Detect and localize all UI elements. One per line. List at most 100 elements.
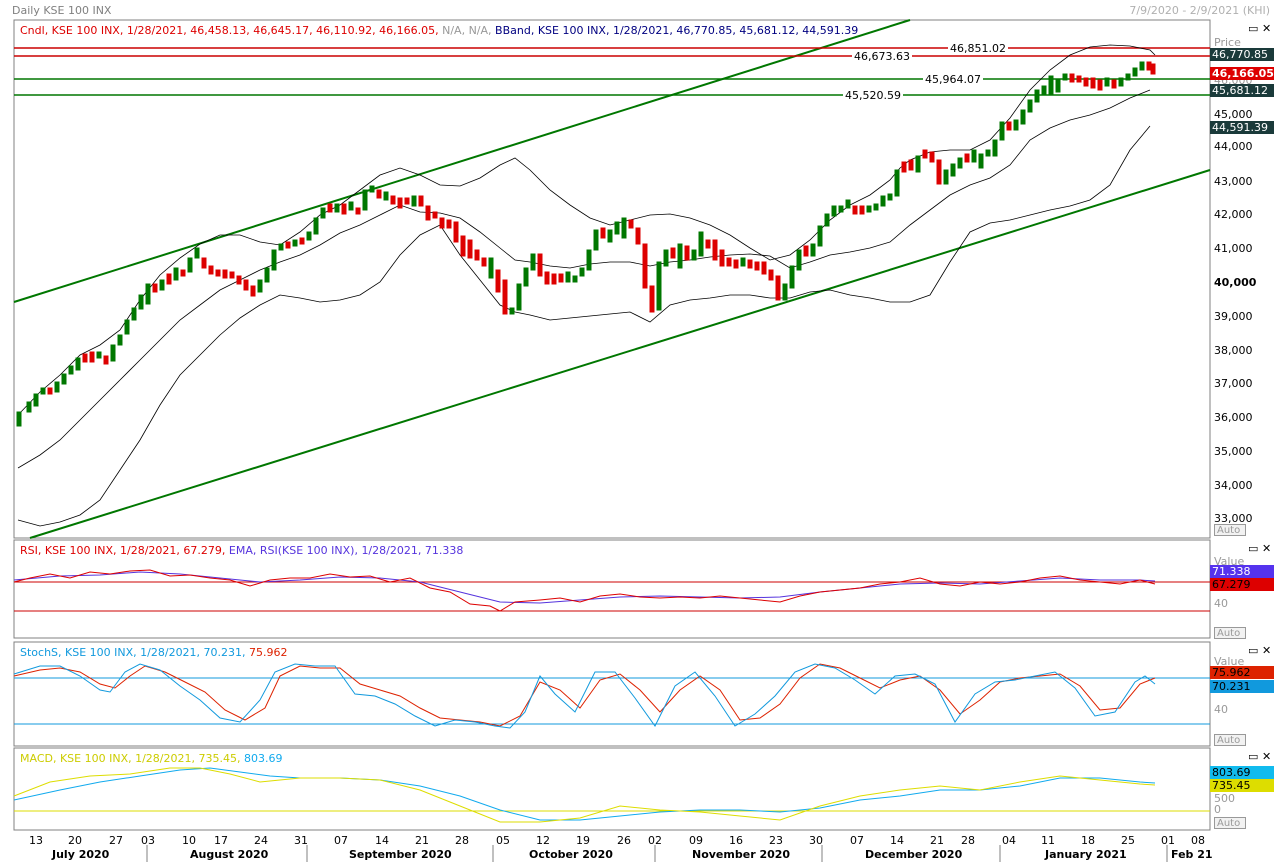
macd-legend-value: MACD, KSE 100 INX, 1/28/2021, 735.45, [20, 752, 241, 765]
price-axis-label: 37,000 [1214, 377, 1253, 390]
macd-tag: 735.45 [1210, 779, 1274, 792]
price-axis-label: 45,000 [1214, 108, 1253, 121]
month-label: November 2020 [692, 848, 791, 861]
close-price-tag: 46,166.05 [1210, 67, 1274, 80]
x-tick: 08 [1191, 834, 1205, 847]
x-tick: 24 [254, 834, 268, 847]
x-tick: 27 [109, 834, 123, 847]
month-label: July 2020 [52, 848, 110, 861]
macd-restore-icon[interactable]: ▭ [1248, 750, 1259, 763]
x-tick: 12 [536, 834, 550, 847]
x-tick: 17 [214, 834, 228, 847]
rsi-restore-icon[interactable]: ▭ [1248, 542, 1259, 555]
bband-upper-tag: 46,770.85 [1210, 48, 1274, 61]
rsi-legend: RSI, KSE 100 INX, 1/28/2021, 67.279, EMA… [20, 544, 463, 557]
rsi-legend-value: RSI, KSE 100 INX, 1/28/2021, 67.279, [20, 544, 226, 557]
stoch-axis-label: 40 [1214, 703, 1228, 716]
price-axis-label: 39,000 [1214, 310, 1253, 323]
window-title: Daily KSE 100 INX [12, 4, 112, 17]
stoch-k-legend: StochS, KSE 100 INX, 1/28/2021, 70.231, [20, 646, 246, 659]
price-axis-label: 34,000 [1214, 479, 1253, 492]
bband-legend: BBand, KSE 100 INX, 1/28/2021, 46,770.85… [495, 24, 859, 37]
stoch-auto-scale-button[interactable]: Auto [1214, 734, 1246, 746]
macd-close-icon[interactable]: ✕ [1262, 750, 1272, 763]
month-label: October 2020 [529, 848, 613, 861]
rsi-tag: 67.279 [1210, 578, 1274, 591]
month-label: Feb 21 [1171, 848, 1213, 861]
stoch-axis-title: Value [1214, 655, 1245, 668]
month-label: January 2021 [1045, 848, 1127, 861]
macd-signal-tag: 803.69 [1210, 766, 1274, 779]
bband-lower-tag: 44,591.39 [1210, 121, 1274, 134]
stoch-restore-icon[interactable]: ▭ [1248, 644, 1259, 657]
rsi-ema-tag: 71.338 [1210, 565, 1274, 578]
x-tick: 20 [68, 834, 82, 847]
bband-middle [17, 89, 1151, 469]
x-tick: 31 [294, 834, 308, 847]
month-label: August 2020 [190, 848, 269, 861]
price-axis-label: 42,000 [1214, 208, 1253, 221]
x-tick: 16 [729, 834, 743, 847]
price-axis-label: 40,000 [1214, 276, 1257, 289]
x-tick: 28 [455, 834, 469, 847]
candle-legend: Cndl, KSE 100 INX, 1/28/2021, 46,458.13,… [20, 24, 439, 37]
rsi-ema-legend: EMA, RSI(KSE 100 INX), 1/28/2021, 71.338 [228, 544, 464, 557]
x-tick: 19 [576, 834, 590, 847]
bband-lower [17, 125, 1151, 527]
rsi-auto-scale-button[interactable]: Auto [1214, 627, 1246, 639]
x-tick: 09 [689, 834, 703, 847]
price-axis-label: 41,000 [1214, 242, 1253, 255]
x-tick: 28 [961, 834, 975, 847]
level-label-2: 46,673.63 [852, 50, 912, 63]
level-label-1: 46,851.02 [948, 42, 1008, 55]
bband-middle-tag: 45,681.12 [1210, 84, 1274, 97]
level-label-3: 45,964.07 [923, 73, 983, 86]
x-tick: 05 [496, 834, 510, 847]
price-auto-scale-button[interactable]: Auto [1214, 524, 1246, 536]
macd-auto-scale-button[interactable]: Auto [1214, 817, 1246, 829]
x-tick: 02 [648, 834, 662, 847]
price-legend: Cndl, KSE 100 INX, 1/28/2021, 46,458.13,… [20, 24, 858, 37]
x-tick: 25 [1121, 834, 1135, 847]
date-range: 7/9/2020 - 2/9/2021 (KHI) [1129, 4, 1270, 17]
x-tick: 23 [769, 834, 783, 847]
close-icon[interactable]: ✕ [1262, 22, 1272, 35]
channel-lower-line [29, 169, 1211, 539]
stoch-d-legend: 75.962 [249, 646, 288, 659]
x-tick: 30 [809, 834, 823, 847]
candles [16, 61, 1156, 427]
macd-signal-legend: 803.69 [243, 752, 283, 765]
restore-icon[interactable]: ▭ [1248, 22, 1259, 35]
price-axis-label: 38,000 [1214, 344, 1253, 357]
macd-axis-label: 500 [1214, 792, 1235, 805]
bband-upper [17, 44, 1156, 416]
x-tick: 04 [1002, 834, 1016, 847]
rsi-axis-title: Value [1214, 555, 1245, 568]
month-label: December 2020 [865, 848, 963, 861]
candle-na: N/A, N/A, [442, 24, 492, 37]
macd-axis-label: 0 [1214, 803, 1221, 816]
stoch-legend: StochS, KSE 100 INX, 1/28/2021, 70.231, … [20, 646, 288, 659]
x-tick: 11 [1041, 834, 1055, 847]
x-tick: 10 [182, 834, 196, 847]
rsi-axis-label: 40 [1214, 597, 1228, 610]
x-tick: 21 [930, 834, 944, 847]
level-label-4: 45,520.59 [843, 89, 903, 102]
x-tick: 14 [375, 834, 389, 847]
macd-legend: MACD, KSE 100 INX, 1/28/2021, 735.45, 80… [20, 752, 282, 765]
price-axis-label: 36,000 [1214, 411, 1253, 424]
x-tick: 03 [141, 834, 155, 847]
x-tick: 14 [890, 834, 904, 847]
rsi-close-icon[interactable]: ✕ [1262, 542, 1272, 555]
stoch-d-tag: 75.962 [1210, 666, 1274, 679]
x-tick: 21 [415, 834, 429, 847]
price-axis-label: 33,000 [1214, 512, 1253, 525]
price-axis-title: Price [1214, 36, 1241, 49]
x-tick: 07 [850, 834, 864, 847]
stoch-close-icon[interactable]: ✕ [1262, 644, 1272, 657]
x-tick: 18 [1081, 834, 1095, 847]
price-axis-label: 35,000 [1214, 445, 1253, 458]
x-tick: 26 [617, 834, 631, 847]
x-tick: 07 [334, 834, 348, 847]
